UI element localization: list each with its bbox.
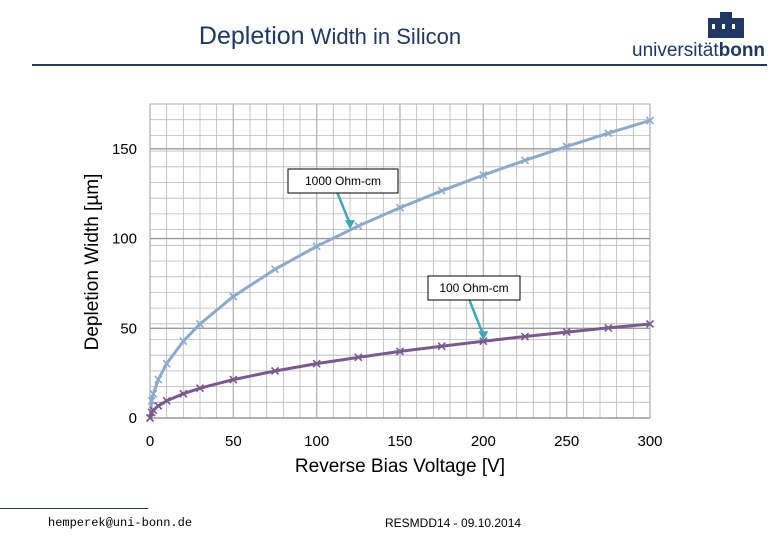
series-1-point: [520, 332, 530, 341]
x-axis-label: Reverse Bias Voltage [V]: [295, 456, 505, 477]
series-0-point: [195, 319, 205, 329]
series-1-point: [604, 323, 613, 332]
chart-series-layer: [145, 116, 655, 423]
slide-title-main: Depletion: [198, 22, 305, 50]
series-0-point: [562, 142, 571, 151]
logo-bold: bonn: [718, 40, 766, 61]
series-1-point: [270, 366, 280, 376]
series-0-point: [154, 375, 163, 384]
series-1-point: [195, 384, 205, 393]
series-1-point: [437, 342, 446, 351]
series-0-point: [395, 203, 405, 212]
x-tick-label: 50: [225, 433, 242, 450]
series-line-0: [148, 119, 651, 419]
series-0-point: [149, 389, 158, 398]
y-tick-label: 0: [129, 410, 137, 427]
series-0-point: [604, 129, 613, 138]
series-1-point: [645, 319, 655, 329]
annotation-label: 100 Ohm-cm: [439, 281, 508, 295]
series-0-point: [270, 265, 280, 274]
slide-title-rest: Width in Silicon: [304, 24, 462, 49]
x-tick-label: 300: [637, 433, 662, 450]
castle-icon: [708, 12, 744, 38]
series-0-point: [147, 396, 156, 405]
series-0-point: [354, 221, 363, 231]
series-1-point: [312, 359, 321, 368]
series-1-point: [154, 401, 163, 410]
series-1-point: [395, 347, 405, 356]
annotation-arrowhead: [345, 220, 355, 230]
x-tick-label: 150: [387, 433, 412, 450]
logo-prefix: universität: [632, 40, 719, 61]
y-tick-label: 100: [112, 231, 137, 248]
series-0-point: [479, 170, 488, 180]
y-tick-label: 150: [112, 141, 137, 158]
annotation-arrowhead: [478, 331, 489, 341]
series-1-point: [354, 353, 363, 362]
university-logo: universitätbonn: [632, 12, 772, 62]
chart-ticks: 0 50 100 150 200 250 300 0 50 100 150: [112, 141, 663, 450]
y-axis-label: Depletion Width [µm]: [82, 174, 103, 351]
chart-grid: [149, 103, 651, 419]
x-tick-label: 250: [554, 433, 579, 450]
x-tick-label: 200: [471, 433, 496, 450]
series-0-point: [179, 337, 188, 346]
series-1-point: [229, 375, 238, 384]
series-0-point: [312, 242, 321, 251]
footer-event: RESMDD14 - 09.10.2014: [385, 516, 522, 530]
series-0-point: [437, 186, 446, 195]
series-0-point: [520, 156, 530, 165]
slide-title: Depletion Width in Silicon: [0, 22, 660, 51]
annotation-box: [287, 168, 399, 194]
series-0-point: [162, 359, 171, 368]
y-tick-label: 50: [120, 320, 137, 337]
footer-email: hemperek@uni-bonn.de: [48, 516, 193, 530]
series-1-point: [179, 389, 188, 398]
series-1-point: [562, 327, 571, 337]
annotation-label: 1000 Ohm-cm: [305, 174, 381, 188]
footer-divider: [0, 508, 148, 509]
series-1-point: [162, 396, 171, 405]
x-tick-label: 100: [304, 433, 329, 450]
series-0-point: [645, 116, 655, 125]
x-tick-label: 0: [146, 433, 154, 450]
annotation-arrow: [468, 299, 485, 336]
series-1-point: [479, 337, 488, 346]
series-1-point: [145, 413, 155, 423]
annotation-arrow: [336, 192, 352, 225]
series-0-point: [229, 292, 238, 301]
logo-wordmark: universitätbonn: [632, 40, 765, 62]
title-divider: [32, 64, 767, 66]
annotation-box: [427, 275, 521, 301]
chart-annotations: 1000 Ohm-cm 100 Ohm-cm: [287, 168, 521, 341]
